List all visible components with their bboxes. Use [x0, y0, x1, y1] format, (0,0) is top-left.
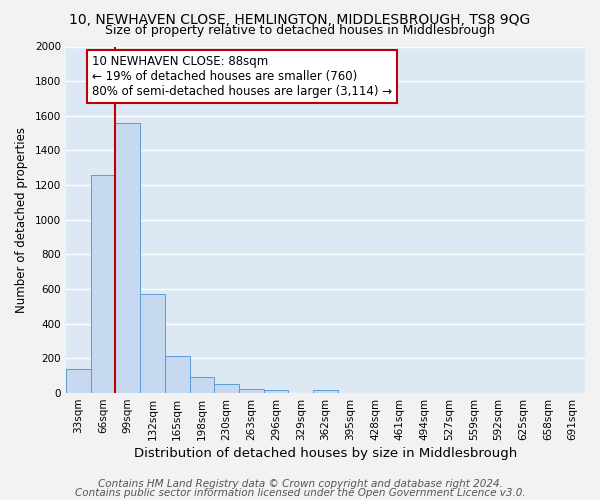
Bar [140, 294, 165, 393]
Text: Contains public sector information licensed under the Open Government Licence v3: Contains public sector information licen… [74, 488, 526, 498]
Bar [190, 376, 214, 393]
Bar [239, 390, 264, 393]
Y-axis label: Number of detached properties: Number of detached properties [15, 127, 28, 313]
Bar [264, 390, 289, 393]
Text: Contains HM Land Registry data © Crown copyright and database right 2024.: Contains HM Land Registry data © Crown c… [98, 479, 502, 489]
Bar [91, 174, 115, 393]
Bar [313, 390, 338, 393]
X-axis label: Distribution of detached houses by size in Middlesbrough: Distribution of detached houses by size … [134, 447, 517, 460]
Text: 10, NEWHAVEN CLOSE, HEMLINGTON, MIDDLESBROUGH, TS8 9QG: 10, NEWHAVEN CLOSE, HEMLINGTON, MIDDLESB… [70, 12, 530, 26]
Bar [214, 384, 239, 393]
Bar [66, 369, 91, 393]
Bar [165, 356, 190, 393]
Bar [115, 122, 140, 393]
Text: Size of property relative to detached houses in Middlesbrough: Size of property relative to detached ho… [105, 24, 495, 37]
Text: 10 NEWHAVEN CLOSE: 88sqm
← 19% of detached houses are smaller (760)
80% of semi-: 10 NEWHAVEN CLOSE: 88sqm ← 19% of detach… [92, 55, 392, 98]
